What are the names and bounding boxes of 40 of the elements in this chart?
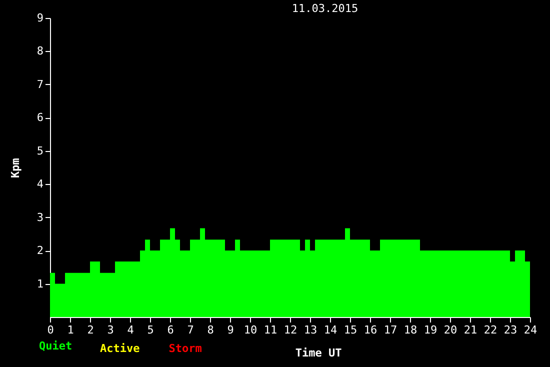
y-tick-label: 6 <box>36 111 44 124</box>
x-tick-label: 11 <box>264 324 278 336</box>
x-tick-label: 7 <box>187 324 194 336</box>
y-tick-label: 8 <box>36 44 44 58</box>
y-tick-label: 5 <box>36 144 44 158</box>
x-tick-label: 4 <box>127 324 134 336</box>
x-tick-label: 6 <box>167 324 174 336</box>
y-tick-label: 2 <box>36 244 44 258</box>
x-tick-label: 8 <box>207 324 214 336</box>
y-axis-title: Kpm <box>8 158 22 178</box>
x-tick-label: 12 <box>284 324 298 336</box>
x-tick-label: 21 <box>464 324 478 336</box>
x-tick-label: 3 <box>107 324 114 336</box>
x-tick-label: 0 <box>47 324 54 336</box>
x-tick-label: 19 <box>424 324 438 336</box>
y-tick-label: 9 <box>36 12 44 24</box>
x-tick-label: 23 <box>504 324 518 336</box>
y-tick-label: 3 <box>36 210 44 224</box>
x-tick-label: 24 <box>524 324 538 336</box>
x-axis-title: Time UT <box>295 346 342 360</box>
x-tick-label: 16 <box>364 324 378 336</box>
x-tick-label: 22 <box>484 324 498 336</box>
chart-title: 11.03.2015 <box>292 2 358 15</box>
x-tick-label: 9 <box>227 324 234 336</box>
x-tick-label: 1 <box>67 324 74 336</box>
text: Quiet <box>39 340 72 352</box>
x-tick-label: 14 <box>324 324 338 336</box>
x-tick-label: 17 <box>384 324 398 336</box>
text: Active <box>100 342 140 355</box>
y-tick-label: 7 <box>36 78 44 91</box>
x-tick-label: 15 <box>344 324 358 336</box>
text: Storm <box>168 342 202 355</box>
x-tick-label: 18 <box>404 324 418 336</box>
x-tick-label: 5 <box>147 324 154 336</box>
y-tick-label: 1 <box>36 277 44 290</box>
x-tick-label: 10 <box>244 324 258 336</box>
x-tick-label: 13 <box>304 324 318 336</box>
x-tick-label: 2 <box>87 324 94 336</box>
y-tick-label: 4 <box>36 178 44 191</box>
x-tick-label: 20 <box>444 324 458 336</box>
